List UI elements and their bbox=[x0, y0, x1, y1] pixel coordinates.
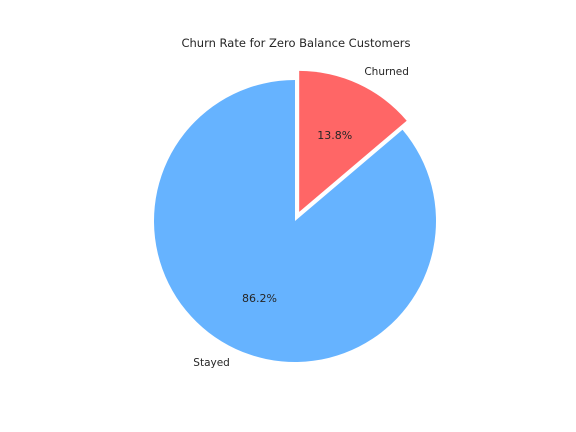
pie-pct-label-stayed: 86.2% bbox=[242, 292, 277, 305]
pie-slice-stayed bbox=[153, 80, 436, 362]
pie-category-label-churned: Churned bbox=[364, 66, 409, 78]
pie-slices bbox=[153, 70, 436, 362]
pie-category-label-stayed: Stayed bbox=[193, 357, 230, 369]
pie-pct-label-churned: 13.8% bbox=[317, 129, 352, 142]
pie-slice-churned bbox=[299, 70, 407, 212]
pie-labels: 86.2% Stayed 13.8% Churned bbox=[193, 66, 409, 369]
chart-title: Churn Rate for Zero Balance Customers bbox=[181, 36, 410, 50]
